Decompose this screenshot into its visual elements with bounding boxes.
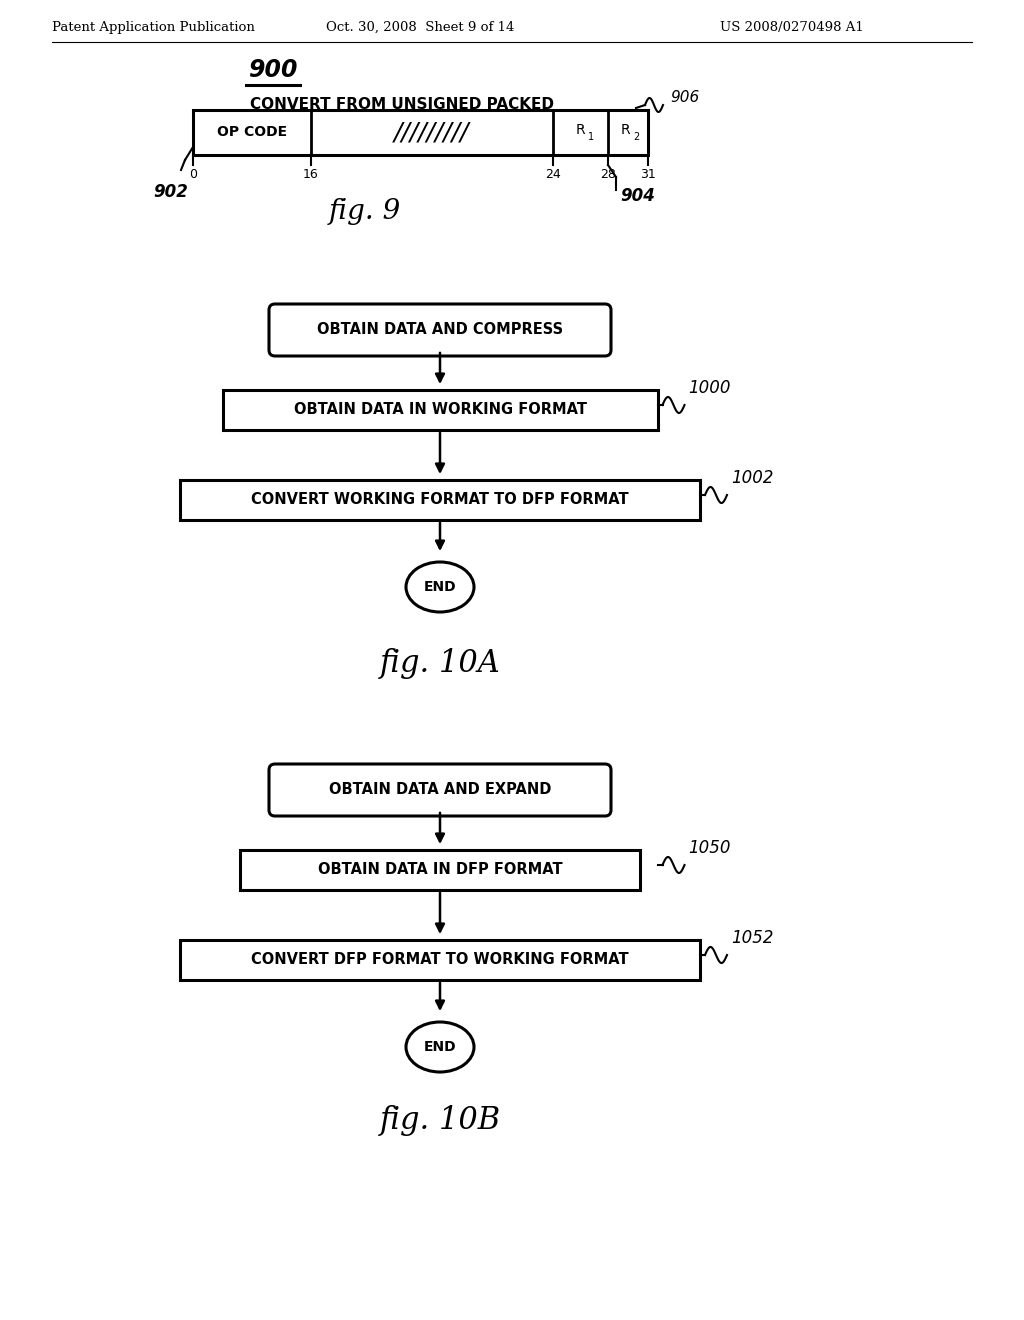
Text: OBTAIN DATA IN WORKING FORMAT: OBTAIN DATA IN WORKING FORMAT [294, 403, 587, 417]
Text: 16: 16 [303, 168, 318, 181]
Text: 28: 28 [600, 168, 616, 181]
Text: fig. 10B: fig. 10B [380, 1105, 501, 1137]
Text: CONVERT DFP FORMAT TO WORKING FORMAT: CONVERT DFP FORMAT TO WORKING FORMAT [251, 953, 629, 968]
FancyBboxPatch shape [269, 304, 611, 356]
Text: R: R [621, 123, 630, 136]
Text: END: END [424, 579, 457, 594]
FancyBboxPatch shape [180, 480, 700, 520]
Text: fig. 9: fig. 9 [329, 198, 401, 224]
Text: US 2008/0270498 A1: US 2008/0270498 A1 [720, 21, 864, 33]
Text: 1050: 1050 [688, 840, 731, 857]
Text: 24: 24 [545, 168, 561, 181]
FancyBboxPatch shape [269, 764, 611, 816]
Ellipse shape [406, 562, 474, 612]
Text: 31: 31 [640, 168, 656, 181]
Text: OP CODE: OP CODE [217, 125, 287, 140]
FancyBboxPatch shape [240, 850, 640, 890]
Text: OBTAIN DATA AND EXPAND: OBTAIN DATA AND EXPAND [329, 783, 551, 797]
Text: CONVERT WORKING FORMAT TO DFP FORMAT: CONVERT WORKING FORMAT TO DFP FORMAT [251, 492, 629, 507]
Text: fig. 10A: fig. 10A [380, 648, 501, 678]
Text: OBTAIN DATA AND COMPRESS: OBTAIN DATA AND COMPRESS [317, 322, 563, 338]
Text: 1002: 1002 [731, 469, 773, 487]
FancyBboxPatch shape [222, 389, 657, 430]
Text: 1052: 1052 [731, 929, 773, 946]
Text: 906: 906 [670, 90, 699, 106]
Text: 2: 2 [633, 132, 639, 141]
Text: Oct. 30, 2008  Sheet 9 of 14: Oct. 30, 2008 Sheet 9 of 14 [326, 21, 514, 33]
Text: 904: 904 [620, 187, 655, 205]
Ellipse shape [406, 1022, 474, 1072]
Text: 900: 900 [248, 58, 298, 82]
Text: /////////: ///////// [394, 120, 470, 144]
Text: Patent Application Publication: Patent Application Publication [52, 21, 255, 33]
Text: 902: 902 [153, 183, 187, 201]
Text: R: R [575, 123, 585, 136]
Text: END: END [424, 1040, 457, 1053]
Text: OBTAIN DATA IN DFP FORMAT: OBTAIN DATA IN DFP FORMAT [317, 862, 562, 878]
FancyBboxPatch shape [180, 940, 700, 979]
Text: CONVERT FROM UNSIGNED PACKED: CONVERT FROM UNSIGNED PACKED [250, 96, 554, 112]
FancyBboxPatch shape [193, 110, 648, 154]
Text: 0: 0 [189, 168, 197, 181]
Text: 1: 1 [588, 132, 594, 141]
Text: 1000: 1000 [688, 379, 731, 397]
